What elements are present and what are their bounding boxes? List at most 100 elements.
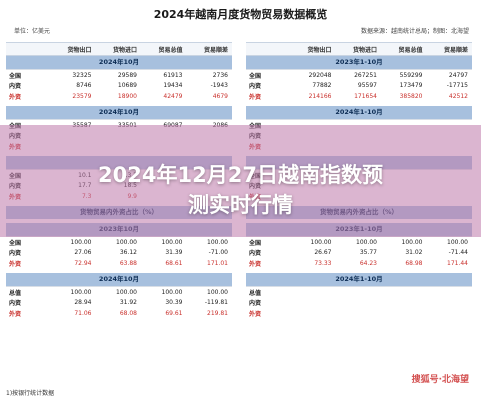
column-total: 贸易总值: [158, 46, 183, 54]
table-cell: 28.94: [74, 299, 92, 306]
column-export: 货物出口: [67, 46, 92, 54]
row-label: 外资: [9, 94, 22, 101]
table-cell: 219.81: [207, 310, 228, 317]
table-row: 外资 23579 18900 42479 4679: [6, 91, 232, 102]
row-label: 外资: [249, 311, 262, 318]
table-row: 内资 27.06 36.12 31.39 -71.00: [6, 247, 232, 258]
unit-note: 单位：亿美元: [14, 28, 51, 35]
section-heading: 2024年10月: [6, 106, 232, 119]
row-label: 外资: [9, 311, 22, 318]
table-cell: 559299: [399, 71, 423, 79]
headline-banner: 2024年12月27日越南指数预 测实时行情: [0, 160, 481, 220]
table-cell: 71.06: [74, 310, 92, 317]
table-cell: 69.61: [165, 310, 183, 317]
row-label: 内资: [9, 250, 22, 257]
table-row: 全国 100.00 100.00 100.00 100.00: [6, 236, 232, 247]
table-cell: 100.00: [207, 238, 228, 246]
table-cell: 68.98: [405, 260, 423, 267]
row-label: 内资: [249, 250, 262, 257]
table-cell: 29589: [117, 71, 137, 79]
section-heading: 2024年10月: [6, 56, 232, 69]
table-row: 外资: [246, 308, 472, 319]
table-row: 全国 100.00 100.00 100.00 100.00: [246, 236, 472, 247]
table-row: 全国 32325 29589 61913 2736: [6, 69, 232, 80]
column-header: 货物出口 货物进口 贸易总值 贸易顺差: [6, 42, 232, 56]
table-cell: 171654: [354, 93, 377, 100]
source-note: 数据来源：越南统计总局；制图：北海望: [360, 28, 469, 35]
table-cell: 18900: [117, 93, 137, 100]
row-label: 内资: [249, 300, 262, 307]
table-row: 内资 28.94 31.92 30.39 -119.81: [6, 297, 232, 308]
table-cell: 100.00: [161, 288, 183, 296]
table-cell: 35.77: [359, 249, 377, 256]
table-cell: 64.23: [359, 260, 377, 267]
section-heading: 2024年1-10月: [246, 106, 472, 119]
row-label: 内资: [9, 83, 22, 90]
table-cell: 385820: [399, 93, 423, 100]
section-heading: 2024年10月: [6, 273, 232, 286]
table-cell: 100.00: [447, 238, 468, 246]
table-cell: 267251: [354, 71, 377, 79]
table-cell: 42479: [163, 93, 183, 100]
table-cell: 19434: [163, 82, 183, 89]
table-cell: 171.01: [207, 260, 228, 267]
section-heading: 2024年1-10月: [246, 273, 472, 286]
table-cell: -17715: [446, 82, 468, 89]
table-cell: 30.39: [165, 299, 183, 306]
table-row: 外资 72.94 63.88 68.61 171.01: [6, 258, 232, 269]
table-cell: 36.12: [119, 249, 137, 256]
table-cell: 100.00: [401, 238, 423, 246]
table-cell: -71.44: [448, 249, 468, 256]
row-label: 外资: [249, 261, 262, 268]
table-section: 2024年1-10月总值内资外资: [246, 273, 472, 323]
row-label: 全国: [249, 72, 262, 80]
row-label: 内资: [249, 83, 262, 90]
table-row: 总值 100.00 100.00 100.00 100.00: [6, 286, 232, 297]
section-heading: 2023年1-10月: [246, 56, 472, 69]
table-row: 外资 71.06 68.08 69.61 219.81: [6, 308, 232, 319]
table-cell: 68.61: [165, 260, 183, 267]
brand-watermark: 搜狐号·北海望: [411, 375, 469, 385]
table-cell: 8746: [76, 82, 92, 89]
row-label: 外资: [249, 94, 262, 101]
table-cell: 2736: [212, 71, 228, 79]
table-cell: 100.00: [310, 238, 332, 246]
table-cell: 214166: [308, 93, 332, 100]
column-surplus: 贸易顺差: [203, 46, 228, 54]
table-cell: 100.00: [116, 238, 137, 246]
table-cell: -119.81: [204, 299, 228, 306]
table-cell: 100.00: [70, 238, 92, 246]
table-cell: 77882: [312, 82, 332, 89]
table-cell: 42512: [448, 93, 468, 100]
table-row: 内资: [246, 297, 472, 308]
row-label: 全国: [9, 239, 22, 247]
column-export: 货物出口: [307, 46, 332, 54]
table-cell: 31.39: [165, 249, 183, 256]
table-cell: 31.92: [119, 299, 137, 306]
row-label: 总值: [9, 289, 22, 297]
table-cell: 100.00: [356, 238, 377, 246]
table-row: 总值: [246, 286, 472, 297]
column-surplus: 贸易顺差: [443, 46, 468, 54]
table-row: 内资 77882 95597 173479 -17715: [246, 80, 472, 91]
table-row: 内资 26.67 35.77 31.02 -71.44: [246, 247, 472, 258]
table-cell: 95597: [357, 82, 377, 89]
row-label: 外资: [9, 261, 22, 268]
table-cell: 10689: [117, 82, 137, 89]
table-cell: 73.33: [314, 260, 332, 267]
table-cell: 173479: [399, 82, 423, 89]
table-cell: 63.88: [119, 260, 137, 267]
table-section: 2024年10月 总值 100.00 100.00 100.00 100.00 内资 28.9…: [6, 273, 232, 323]
table-cell: 26.67: [314, 249, 332, 256]
table-cell: 72.94: [74, 260, 92, 267]
row-label: 总值: [249, 289, 262, 297]
table-row: 外资 214166 171654 385820 42512: [246, 91, 472, 102]
table-row: 外资 73.33 64.23 68.98 171.44: [246, 258, 472, 269]
table-row: 全国 292048 267251 559299 24797: [246, 69, 472, 80]
table-cell: 27.06: [74, 249, 92, 256]
row-label: 内资: [9, 300, 22, 307]
overlay-band: [0, 125, 481, 237]
table-cell: 100.00: [116, 288, 137, 296]
row-label: 全国: [9, 72, 22, 80]
table-cell: 100.00: [70, 288, 92, 296]
